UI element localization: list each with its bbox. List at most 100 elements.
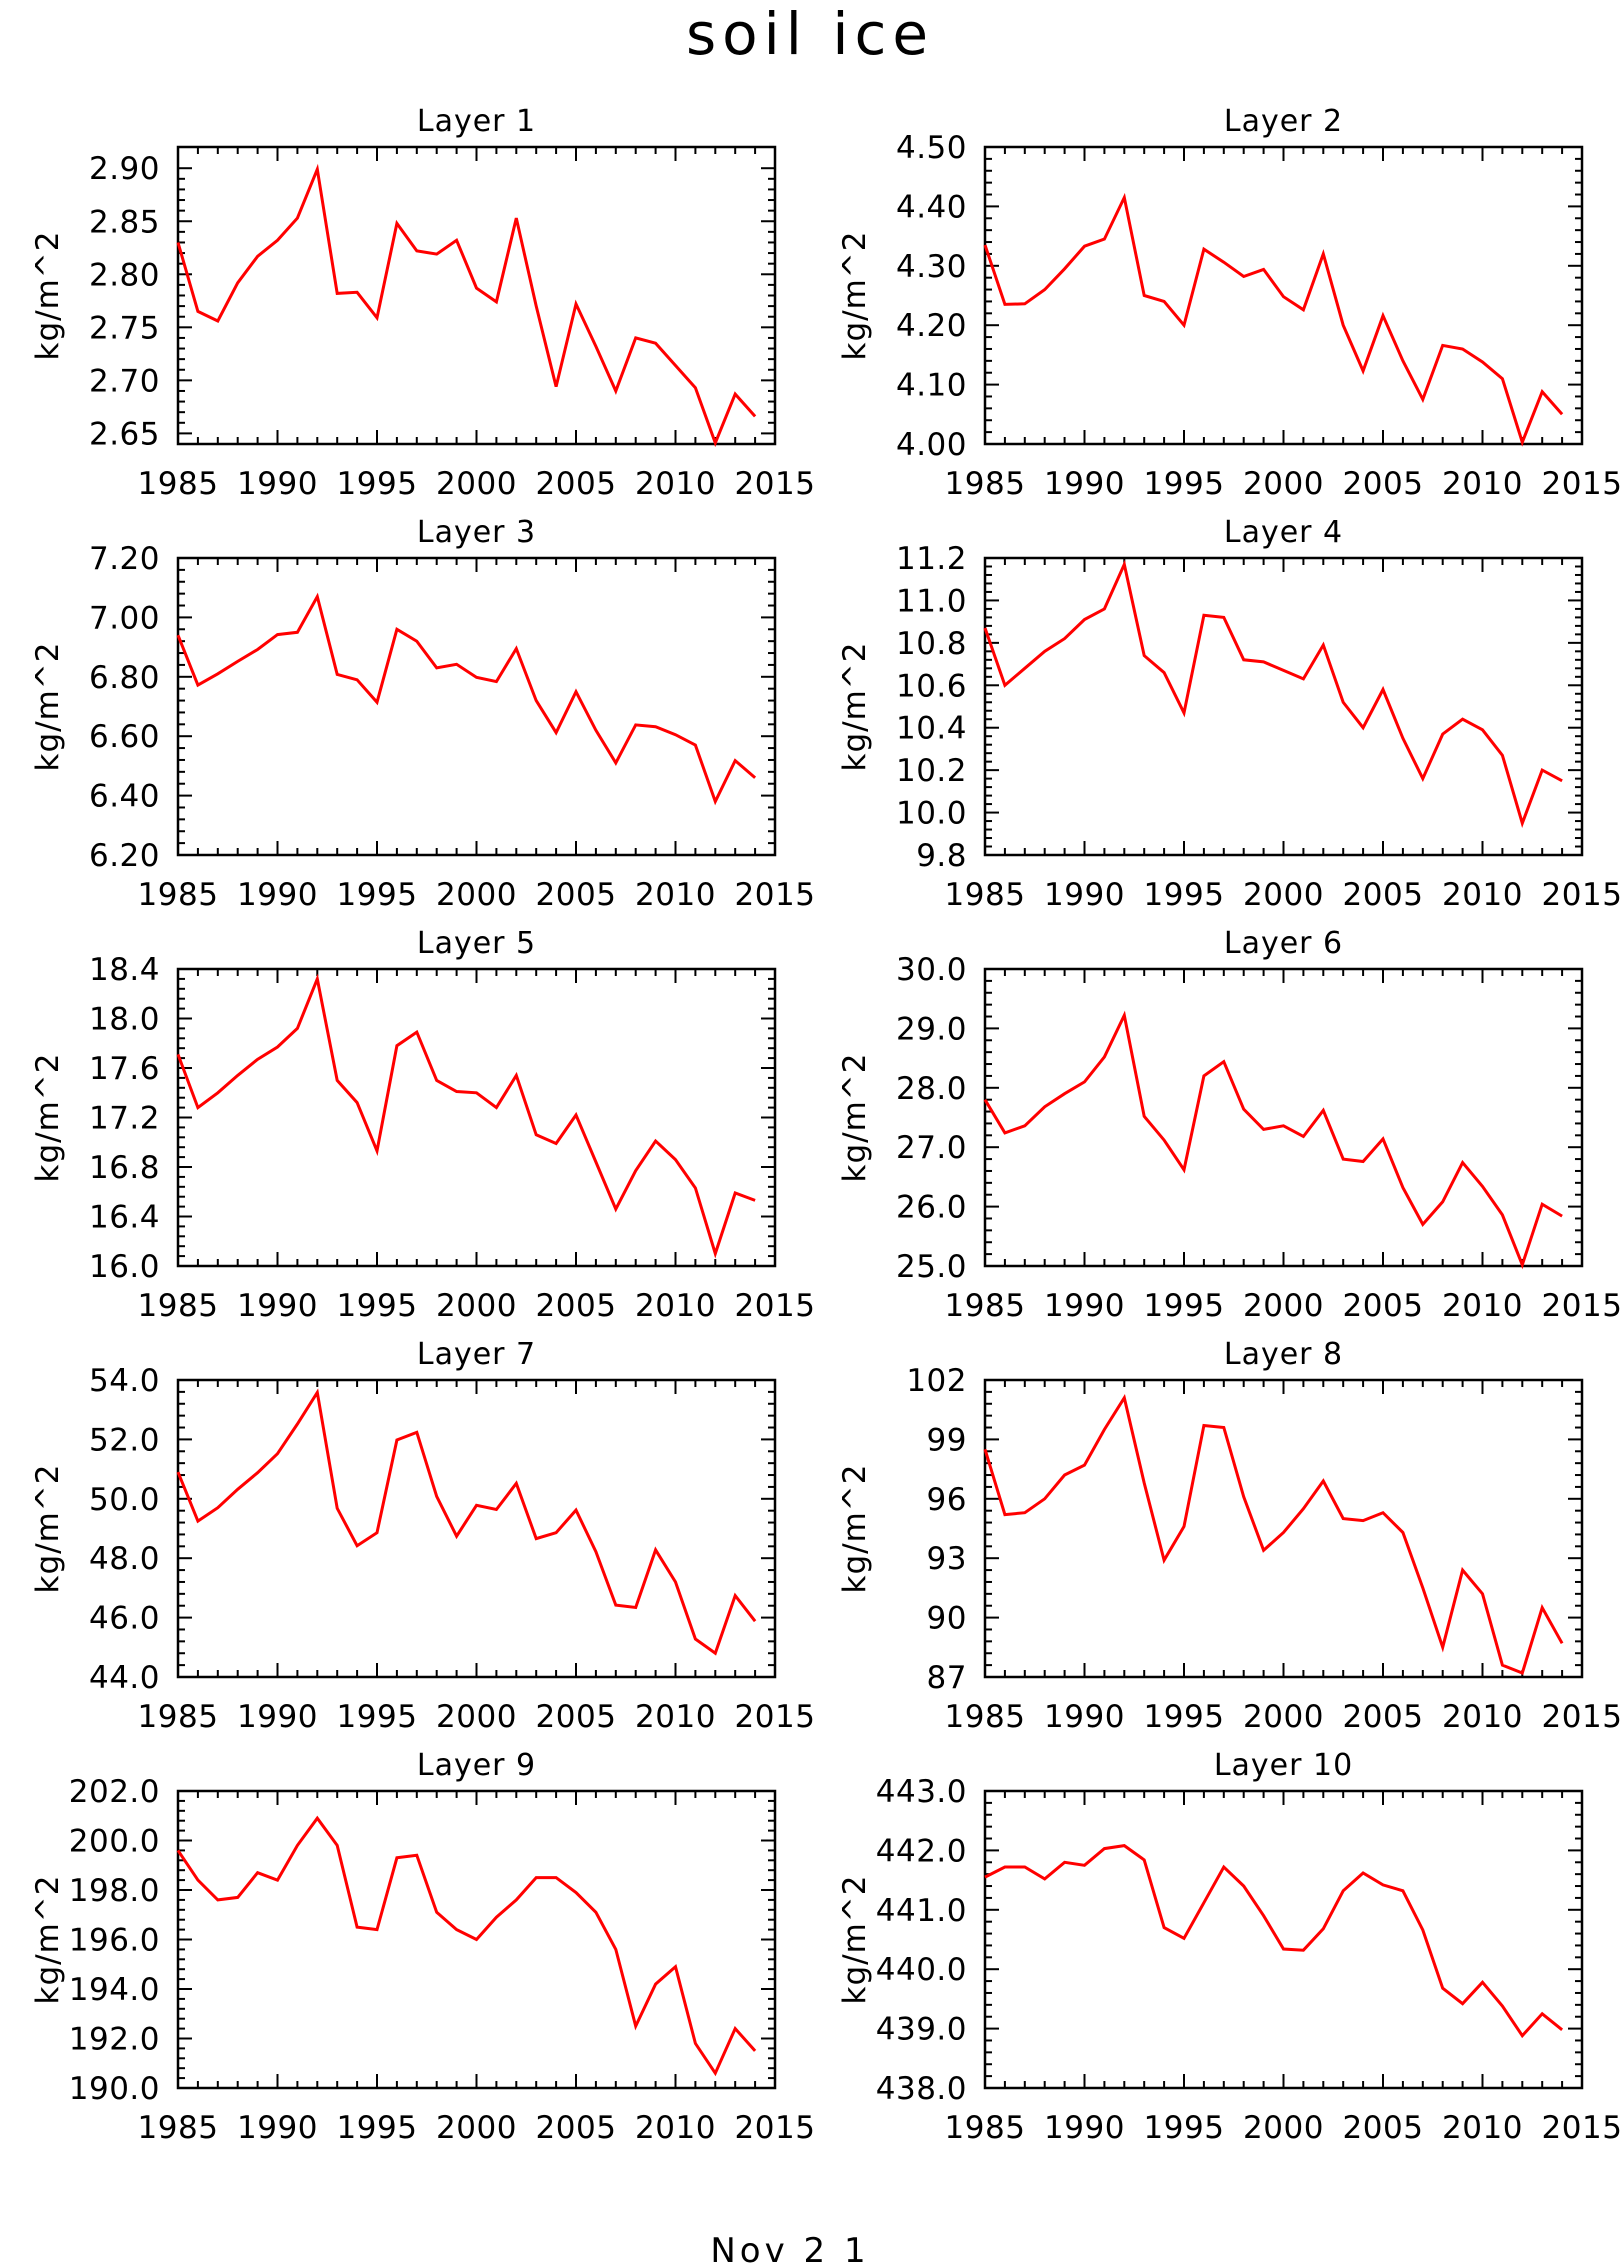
y-axis-label: kg/m^2 [30,642,66,772]
panel-title: Layer 8 [1224,1337,1343,1372]
y-tick-label: 440.0 [876,1952,967,1988]
panel-layer-3: Layer 3 kg/m^2 1985 1990 1995 2000 2005 2010 201… [30,515,815,913]
plot-frame [983,556,1584,857]
y-tick-label: 441.0 [876,1893,967,1929]
y-tick-label: 11.2 [896,541,967,577]
y-tick-label: 2.75 [89,310,160,346]
y-tick-label: 10.4 [896,711,967,747]
series-line [176,973,756,1259]
plot-frame [983,1789,1584,2090]
series-line [983,1010,1563,1270]
y-tick-label: 4.10 [896,368,967,404]
y-tick-label: 52.0 [89,1422,160,1458]
y-tick-label: 48.0 [89,1541,160,1577]
x-tick-label: 1985 [945,466,1026,502]
x-tick-label: 2010 [1442,466,1523,502]
y-tick-label: 10.2 [896,753,967,789]
panel-layer-8: Layer 8 kg/m^2 1985 1990 1995 2000 2005 2010 201… [837,1337,1620,1735]
x-tick-label: 2015 [1542,1288,1620,1324]
y-tick-label: 10.6 [896,668,967,704]
plot-frame [176,145,777,446]
x-tick-label: 1985 [138,2110,219,2146]
y-tick-label: 439.0 [876,2012,967,2048]
x-tick-label: 2005 [536,1699,617,1735]
x-tick-label: 2010 [1442,877,1523,913]
x-tick-label: 2000 [436,466,517,502]
y-tick-label: 200.0 [69,1824,160,1860]
y-tick-label: 93 [927,1541,967,1577]
y-tick-label: 443.0 [876,1774,967,1810]
panel-layer-7: Layer 7 kg/m^2 1985 1990 1995 2000 2005 2010 201… [30,1337,815,1735]
x-tick-label: 1985 [138,877,219,913]
x-tick-label: 2000 [1243,877,1324,913]
x-tick-label: 2000 [1243,1699,1324,1735]
y-tick-label: 202.0 [69,1774,160,1810]
series-line [984,1844,1564,2039]
y-tick-label: 192.0 [69,2022,160,2058]
y-tick-label: 18.0 [89,1002,160,1038]
figure-title: soil ice [686,0,934,68]
y-tick-label: 17.2 [89,1101,160,1137]
x-tick-label: 2010 [1442,2110,1523,2146]
x-tick-label: 2000 [1243,2110,1324,2146]
y-axis-label: kg/m^2 [30,1875,66,2005]
y-tick-label: 2.85 [89,204,160,240]
y-tick-label: 6.40 [89,779,160,815]
x-tick-label: 1990 [1044,2110,1125,2146]
y-tick-label: 16.8 [89,1150,160,1186]
x-tick-label: 1990 [237,466,318,502]
x-tick-label: 1995 [1144,877,1225,913]
x-tick-label: 2015 [1542,1699,1620,1735]
y-tick-label: 4.50 [896,130,967,166]
x-tick-label: 2005 [1343,1288,1424,1324]
y-tick-label: 27.0 [896,1130,967,1166]
x-tick-label: 1995 [337,1288,418,1324]
panel-layer-10: Layer 10 kg/m^2 1985 1990 1995 2000 2005 2010 20… [837,1748,1620,2146]
x-tick-label: 2015 [735,466,816,502]
x-tick-label: 1990 [1044,466,1125,502]
x-tick-label: 2015 [1542,877,1620,913]
figure-footer: Nov 2 1 [710,2231,869,2264]
x-tick-label: 1995 [1144,1699,1225,1735]
x-tick-label: 2010 [635,2110,716,2146]
x-tick-label: 1990 [1044,1699,1125,1735]
x-tick-label: 1990 [237,877,318,913]
panel-title: Layer 5 [417,926,536,961]
x-tick-label: 2005 [1343,877,1424,913]
x-tick-label: 2005 [536,466,617,502]
plot-frame [176,1378,777,1679]
y-axis-label: kg/m^2 [837,1053,873,1183]
panel-layer-9: Layer 9 kg/m^2 1985 1990 1995 2000 2005 2010 201… [30,1748,815,2146]
x-tick-label: 1985 [138,466,219,502]
x-tick-label: 2010 [635,877,716,913]
x-tick-label: 2000 [436,2110,517,2146]
x-tick-label: 1995 [337,877,418,913]
y-tick-label: 194.0 [69,1972,160,2008]
y-tick-label: 198.0 [69,1873,160,1909]
x-tick-label: 2015 [1542,466,1620,502]
y-axis-label: kg/m^2 [837,642,873,772]
series-line [176,1388,757,1656]
y-tick-label: 2.90 [89,151,160,187]
x-tick-label: 1985 [945,2110,1026,2146]
y-tick-label: 6.20 [89,838,160,874]
x-tick-label: 2010 [1442,1288,1523,1324]
x-tick-label: 2015 [735,877,816,913]
x-tick-label: 2005 [1343,1699,1424,1735]
x-tick-label: 2000 [436,1699,517,1735]
panel-title: Layer 2 [1224,104,1343,139]
x-tick-label: 2015 [1542,2110,1620,2146]
x-tick-label: 2015 [735,1699,816,1735]
y-tick-label: 17.6 [89,1051,160,1087]
y-tick-label: 30.0 [896,952,967,988]
y-tick-label: 102 [906,1363,967,1399]
y-tick-label: 54.0 [89,1363,160,1399]
y-tick-label: 2.65 [89,416,160,452]
y-tick-label: 26.0 [896,1190,967,1226]
x-tick-label: 1985 [138,1288,219,1324]
series-line [983,559,1563,828]
x-tick-label: 1995 [1144,466,1225,502]
x-tick-label: 1995 [1144,2110,1225,2146]
panel-title: Layer 1 [417,104,536,139]
